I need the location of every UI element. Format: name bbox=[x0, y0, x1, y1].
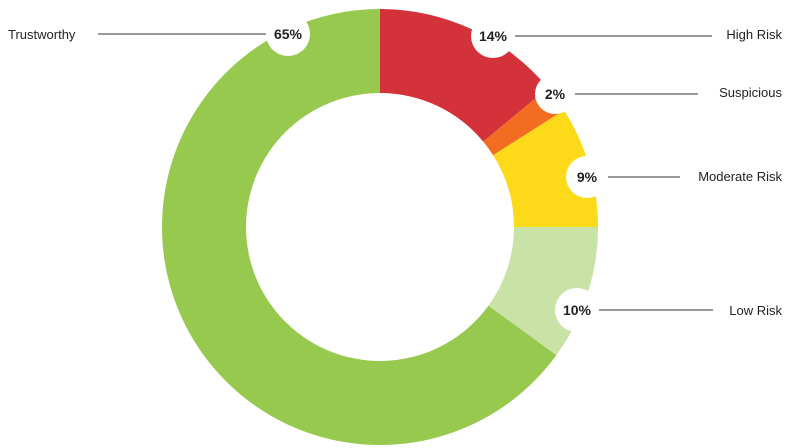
category-label-moderate-risk: Moderate Risk bbox=[698, 169, 782, 184]
category-label-low-risk: Low Risk bbox=[729, 303, 782, 318]
value-label-moderate-risk: 9% bbox=[577, 169, 598, 185]
value-badge-moderate-risk bbox=[566, 156, 608, 198]
slice-high-risk bbox=[380, 9, 548, 142]
value-label-trustworthy: 65% bbox=[274, 26, 303, 42]
value-label-high-risk: 14% bbox=[479, 28, 508, 44]
value-badge-low-risk bbox=[555, 288, 599, 332]
category-label-trustworthy: Trustworthy bbox=[8, 27, 76, 42]
value-badge-suspicious bbox=[535, 74, 575, 114]
category-label-suspicious: Suspicious bbox=[719, 85, 782, 100]
slice-trustworthy bbox=[161, 9, 557, 445]
value-label-low-risk: 10% bbox=[563, 302, 592, 318]
value-badge-high-risk bbox=[471, 14, 515, 58]
value-label-suspicious: 2% bbox=[545, 86, 566, 102]
badges-layer: 14% 2% 9% 10% 65% bbox=[266, 12, 608, 332]
leaders-layer bbox=[98, 33, 713, 311]
value-badge-trustworthy bbox=[266, 12, 310, 56]
slices-layer bbox=[161, 9, 598, 445]
category-label-high-risk: High Risk bbox=[726, 27, 782, 42]
slice-moderate-risk bbox=[493, 110, 598, 227]
labels-layer: High Risk Suspicious Moderate Risk Low Risk… bbox=[8, 27, 782, 318]
